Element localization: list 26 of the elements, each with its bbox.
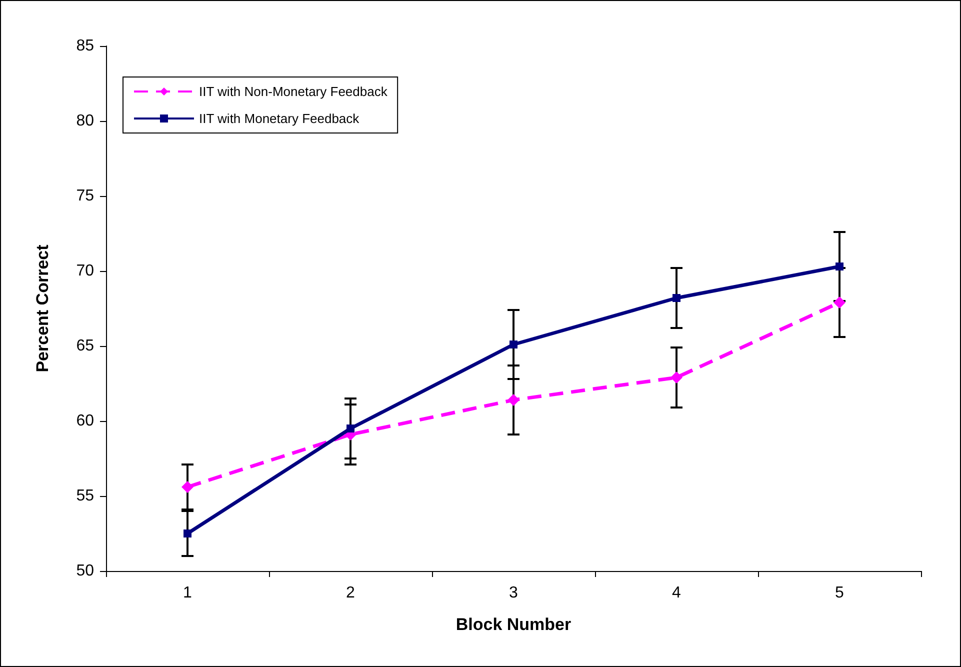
legend-label: IIT with Monetary Feedback: [199, 111, 360, 126]
x-tick-label: 4: [672, 584, 682, 602]
y-axis-title: Percent Correct: [33, 244, 52, 372]
point: [184, 530, 192, 538]
point: [836, 262, 844, 270]
point: [834, 296, 846, 308]
point: [508, 394, 520, 406]
y-tick-label: 80: [76, 112, 94, 130]
y-tick-label: 65: [76, 338, 94, 354]
point: [672, 294, 680, 302]
y-tick-label: 55: [76, 488, 94, 504]
y-tick-label: 60: [76, 412, 94, 430]
point: [670, 372, 682, 384]
y-tick-label: 85: [76, 38, 94, 54]
y-tick-label: 50: [76, 562, 94, 580]
x-tick-label: 5: [835, 584, 844, 602]
point: [510, 340, 518, 348]
x-axis-title: Block Number: [456, 615, 572, 634]
x-tick-label: 2: [346, 584, 356, 602]
point: [182, 481, 194, 493]
y-tick-label: 70: [76, 262, 94, 280]
y-tick-label: 75: [76, 188, 94, 204]
x-tick-label: 1: [183, 584, 192, 602]
point: [346, 424, 354, 432]
x-tick-label: 3: [509, 584, 518, 602]
legend-label: IIT with Non-Monetary Feedback: [199, 84, 388, 99]
